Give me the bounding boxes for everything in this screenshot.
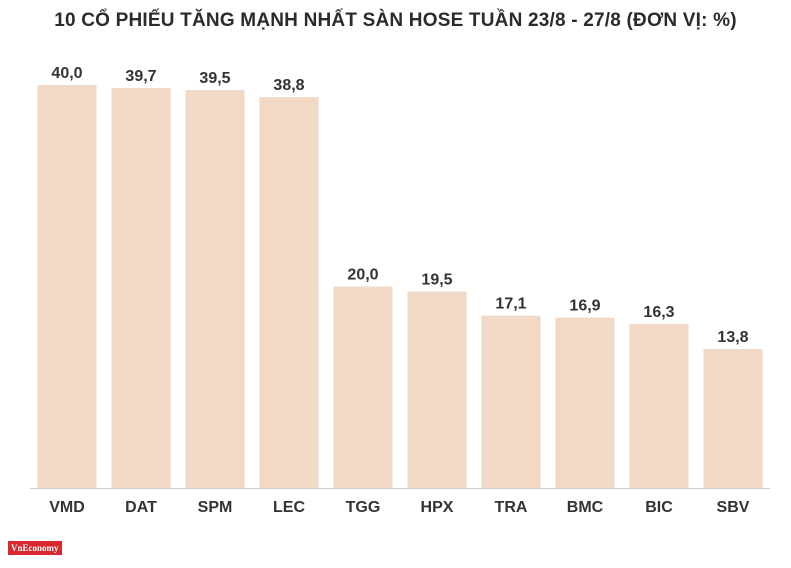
category-labels-layer: VMD DAT SPM LEC TGG HPX TRA BMC BIC SBV bbox=[49, 499, 750, 516]
category-label-tra: TRA bbox=[495, 499, 528, 516]
category-label-lec: LEC bbox=[273, 499, 305, 516]
bar-tra bbox=[481, 315, 541, 488]
chart-title: 10 CỔ PHIẾU TĂNG MẠNH NHẤT SÀN HOSE TUẦN… bbox=[54, 10, 737, 31]
value-label-sbv: 13,8 bbox=[717, 329, 748, 346]
value-label-bic: 16,3 bbox=[643, 304, 674, 321]
value-label-tgg: 20,0 bbox=[347, 267, 378, 284]
value-label-lec: 38,8 bbox=[273, 77, 304, 94]
category-label-spm: SPM bbox=[198, 499, 233, 516]
category-label-bmc: BMC bbox=[567, 499, 604, 516]
bar-hpx bbox=[407, 291, 467, 488]
value-label-vmd: 40,0 bbox=[51, 65, 82, 82]
bar-dat bbox=[111, 88, 171, 488]
value-label-spm: 39,5 bbox=[199, 70, 230, 87]
category-label-bic: BIC bbox=[645, 499, 673, 516]
bar-vmd bbox=[37, 85, 97, 488]
bar-lec bbox=[259, 97, 319, 488]
bar-tgg bbox=[333, 286, 393, 488]
category-label-vmd: VMD bbox=[49, 499, 85, 516]
category-label-sbv: SBV bbox=[717, 499, 750, 516]
value-label-dat: 39,7 bbox=[125, 68, 156, 85]
value-label-hpx: 19,5 bbox=[421, 272, 452, 289]
bar-bmc bbox=[555, 317, 615, 488]
value-label-bmc: 16,9 bbox=[569, 298, 600, 315]
category-label-hpx: HPX bbox=[421, 499, 454, 516]
bars-layer bbox=[37, 85, 763, 488]
bar-bic bbox=[629, 323, 689, 488]
category-label-dat: DAT bbox=[125, 499, 157, 516]
bar-sbv bbox=[703, 349, 763, 488]
category-label-tgg: TGG bbox=[346, 499, 381, 516]
value-label-tra: 17,1 bbox=[495, 296, 526, 313]
value-labels-layer: 40,0 39,7 39,5 38,8 20,0 19,5 17,1 16,9 16,3 13,8 bbox=[51, 65, 748, 346]
bar-spm bbox=[185, 90, 245, 488]
vneconomy-logo: VnEconomy bbox=[8, 541, 62, 555]
